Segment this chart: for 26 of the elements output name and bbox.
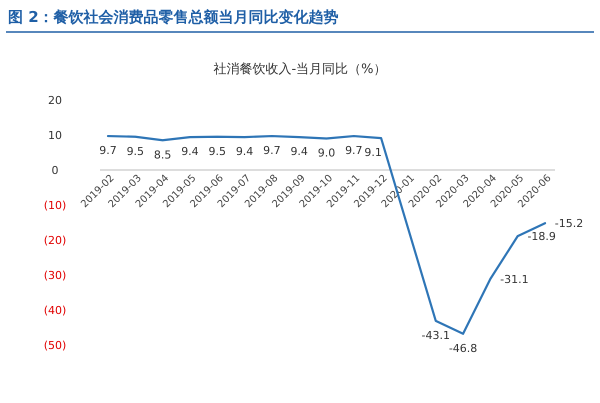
data-label: 9.7 [263,144,281,158]
data-label: 9.7 [99,144,117,158]
data-label: 9.7 [345,144,363,158]
data-label: 8.5 [154,148,172,162]
data-label: 9.5 [208,144,226,158]
data-label: -15.2 [554,217,584,230]
data-label: 9.5 [126,144,144,158]
data-label: -31.1 [500,272,529,286]
y-tick-label: 0 [52,164,58,177]
y-tick-label: (50) [44,338,66,352]
data-label: 9.1 [364,146,382,160]
chart-subtitle: 图 2：餐饮社会消费品零售总额当月同比变化趋势 [8,8,339,26]
data-label: 9.0 [318,146,336,160]
data-label: -18.9 [527,230,556,244]
y-tick-label: (10) [44,198,66,212]
data-label: -46.8 [448,342,478,355]
y-tick-label: 20 [48,94,62,107]
y-tick-label: (20) [44,234,66,247]
data-label: 9.4 [181,145,199,158]
chart-title: 社消餐饮收入-当月同比（%） [213,62,387,77]
data-label: 9.4 [290,145,308,158]
data-label: 9.4 [236,145,254,158]
y-tick-label: (30) [44,268,66,282]
y-tick-label: (40) [44,304,66,317]
data-label: -43.1 [422,328,450,342]
y-tick-label: 10 [48,128,62,142]
